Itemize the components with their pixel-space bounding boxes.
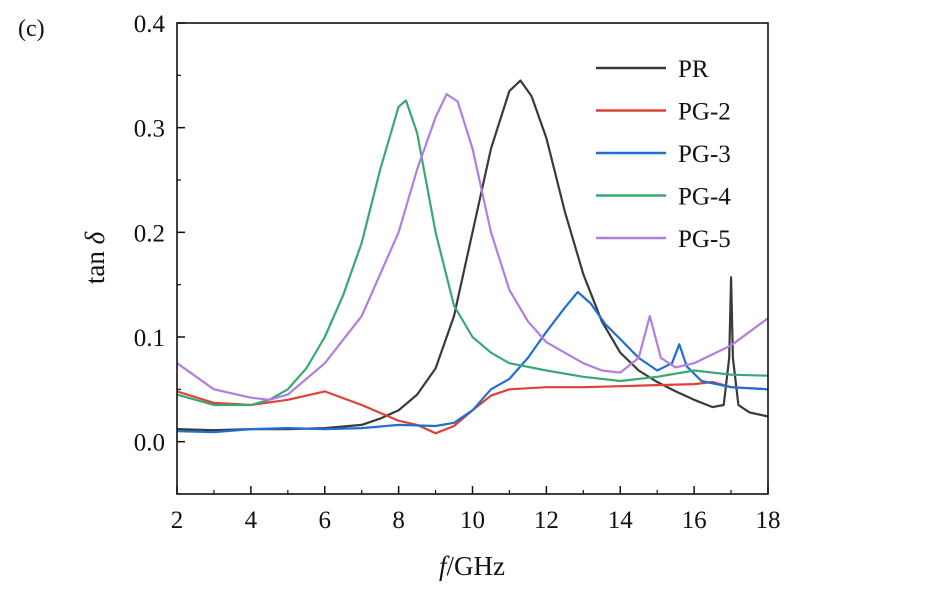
x-tick-label: 10 xyxy=(460,507,485,534)
x-tick-label: 14 xyxy=(608,507,634,534)
plot-frame xyxy=(176,22,769,495)
x-tick-label: 8 xyxy=(392,507,405,534)
y-tick-label: 0.1 xyxy=(134,325,165,352)
y-axis-label-prefix: tan xyxy=(80,244,110,284)
y-axis-label-symbol: δ xyxy=(80,231,110,244)
series-line-pr xyxy=(177,79,768,432)
x-tick-label: 6 xyxy=(319,507,332,534)
x-tick-label: 16 xyxy=(682,507,707,534)
series-line-pg-3 xyxy=(177,290,768,434)
legend-item-pg-4: PG-4 xyxy=(596,184,731,211)
x-axis-label: f/GHz xyxy=(439,551,505,581)
ticks: 2 4 6 8 10 12 14 16 18 0.0 0.1 0.2 0.3 0.4 xyxy=(134,11,781,534)
legend-label: PG-2 xyxy=(678,99,731,126)
legend-item-pg-3: PG-3 xyxy=(596,141,731,168)
y-tick-label: 0.2 xyxy=(134,220,165,247)
y-tick-label: 0.4 xyxy=(134,11,166,38)
axes xyxy=(176,22,769,495)
legend-label: PG-4 xyxy=(678,184,731,211)
panel-label: (c) xyxy=(18,16,45,42)
x-tick-label: 12 xyxy=(534,507,559,534)
legend: PR PG-2 PG-3 PG-4 PG-5 xyxy=(596,56,731,253)
x-axis-label-unit: /GHz xyxy=(447,551,505,581)
series-line-pg-5 xyxy=(177,93,768,401)
series-line-pg-2 xyxy=(177,380,768,435)
y-tick-label: 0.3 xyxy=(134,116,165,143)
legend-label: PR xyxy=(678,56,709,83)
x-tick-label: 4 xyxy=(245,507,258,534)
x-axis-label-italic: f xyxy=(439,551,450,581)
x-tick-label: 18 xyxy=(756,507,781,534)
legend-item-pg-5: PG-5 xyxy=(596,226,731,253)
x-tick-label: 2 xyxy=(171,507,184,534)
series-line-pg-4 xyxy=(177,99,768,407)
plot-area xyxy=(177,79,768,435)
y-axis-label: tan δ xyxy=(80,231,110,284)
legend-item-pr: PR xyxy=(596,56,709,83)
legend-label: PG-3 xyxy=(678,141,731,168)
legend-label: PG-5 xyxy=(678,226,731,253)
y-tick-label: 0.0 xyxy=(134,430,165,457)
legend-item-pg-2: PG-2 xyxy=(596,99,731,126)
